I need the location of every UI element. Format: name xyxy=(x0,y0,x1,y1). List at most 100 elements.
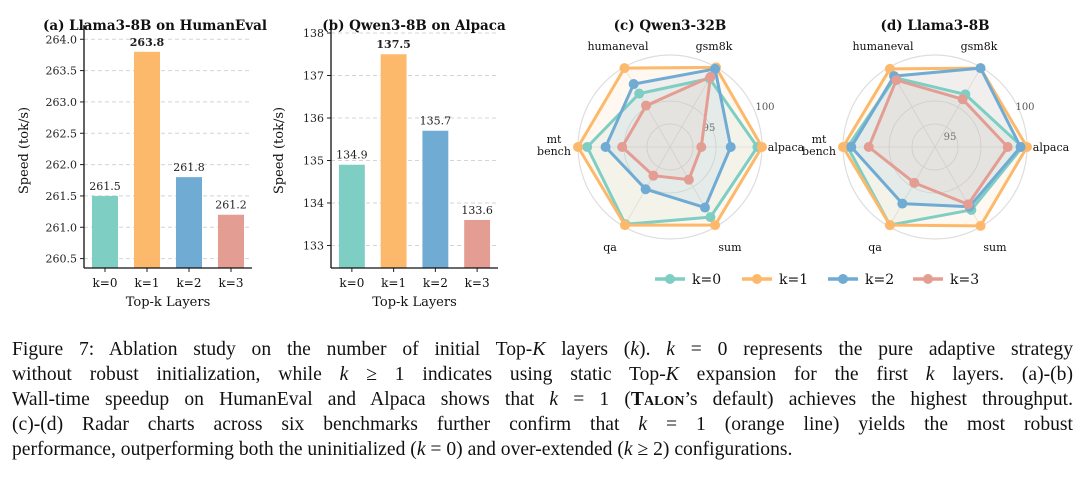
math-symbol: k xyxy=(623,439,633,460)
caption-line-2: without robust initialization, while k ≥… xyxy=(12,362,1073,387)
caption-text: ≥ 2) configurations. xyxy=(632,439,793,460)
data-point xyxy=(1015,142,1026,152)
caption-text: = 1 ( xyxy=(558,389,631,410)
axis-label: mt bench xyxy=(537,133,571,158)
math-symbol: k xyxy=(549,389,559,410)
y-tick-label: 260.5 xyxy=(46,253,78,266)
caption-text: Wall-time speedup on HumanEval and Alpac… xyxy=(12,389,550,410)
axis-label-line: humaneval xyxy=(852,40,914,53)
series-area xyxy=(851,68,1021,207)
axis-label-line: sum xyxy=(983,241,1007,254)
axis-label: alpaca xyxy=(1033,141,1070,154)
math-symbol: k xyxy=(638,414,648,435)
axis-label: humaneval xyxy=(852,40,914,53)
caption-text: = 0 represents the pure adaptive strateg… xyxy=(674,339,1074,360)
legend-marker xyxy=(923,274,933,284)
axis-label-line: bench xyxy=(537,145,571,158)
data-point xyxy=(725,142,736,152)
data-point xyxy=(617,142,628,152)
bar-chart-a: 260.5 261.0 261.5 262.0 262.5 263.0 263.5 264.0… xyxy=(17,18,267,310)
x-tick-label: k=3 xyxy=(219,276,244,290)
figure-caption: Figure 7: Ablation study on the number o… xyxy=(12,337,1073,462)
data-point xyxy=(705,212,716,223)
x-tick-label: k=0 xyxy=(93,276,118,290)
x-tick-label: k=1 xyxy=(135,276,160,290)
x-tick-label: k=2 xyxy=(177,276,202,290)
data-label: 134.9 xyxy=(336,149,368,162)
data-label: 137.5 xyxy=(376,38,410,51)
data-point xyxy=(897,198,908,209)
data-point xyxy=(648,170,659,181)
data-point xyxy=(757,142,767,152)
ring-label: 95 xyxy=(703,123,716,134)
math-symbol: k xyxy=(416,439,426,460)
y-axis-label: Speed (tok/s) xyxy=(272,107,287,194)
data-point xyxy=(846,142,857,152)
math-symbol: k xyxy=(630,339,640,360)
chart-title: (b) Qwen3-8B on Alpaca xyxy=(322,18,506,34)
data-point xyxy=(884,220,895,231)
ring-label: 95 xyxy=(944,132,957,143)
axis-label: alpaca xyxy=(768,141,805,154)
bar xyxy=(464,219,491,268)
data-point xyxy=(705,71,716,82)
system-name: Talon xyxy=(630,389,685,410)
caption-text: expansion for the first xyxy=(678,364,926,385)
caption-line-5: performance, outperforming both the unin… xyxy=(12,437,1073,462)
legend-label: k=3 xyxy=(950,272,979,288)
axis-label-line: qa xyxy=(603,241,617,254)
caption-line-1: Figure 7: Ablation study on the number o… xyxy=(12,337,1073,362)
caption-line-4: (c)-(d) Radar charts across six benchmar… xyxy=(12,412,1073,437)
data-point xyxy=(710,63,721,74)
axis-label-line: humaneval xyxy=(587,40,649,53)
caption-text: performance, outperforming both the unin… xyxy=(12,439,417,460)
axis-label-line: mt xyxy=(812,133,827,146)
math-symbol: k xyxy=(339,364,349,385)
axis-label-line: alpaca xyxy=(768,141,805,154)
axis-label-line: qa xyxy=(868,241,882,254)
data-point xyxy=(619,220,630,231)
axis-label-line: bench xyxy=(802,145,836,158)
caption-text: (c)-(d) Radar charts across six benchmar… xyxy=(12,414,639,435)
axis-label: mt bench xyxy=(802,133,836,158)
data-point xyxy=(640,184,651,195)
legend-marker xyxy=(838,274,848,284)
y-tick-label: 263.0 xyxy=(46,96,78,109)
y-tick-label: 135 xyxy=(303,154,324,167)
y-tick-label: 136 xyxy=(303,112,324,125)
legend: k=0 k=1 k=2 k=3 xyxy=(655,272,979,288)
data-point xyxy=(963,199,974,210)
data-label: 135.7 xyxy=(420,115,452,128)
math-symbol: k xyxy=(666,339,675,360)
y-axis-label: Speed (tok/s) xyxy=(17,107,32,194)
chart-title: (d) Llama3-8B xyxy=(880,18,989,34)
caption-text: Figure 7: Ablation study on the number o… xyxy=(12,339,533,360)
spoke xyxy=(934,67,982,148)
data-point xyxy=(683,174,694,185)
math-symbol: K xyxy=(532,339,546,360)
bar xyxy=(175,177,203,268)
data-point xyxy=(696,142,707,152)
bar xyxy=(422,130,449,268)
caption-text: = 0) and over-extended ( xyxy=(425,439,624,460)
caption-text: layers ( xyxy=(545,339,631,360)
data-label: 263.8 xyxy=(130,36,165,49)
y-tick-label: 261.0 xyxy=(46,221,78,234)
bar xyxy=(338,164,365,268)
axis-label-line: sum xyxy=(718,241,742,254)
axis-label: humaneval xyxy=(587,40,649,53)
data-point xyxy=(699,202,710,213)
series-area xyxy=(605,68,731,208)
data-point xyxy=(600,142,611,152)
y-tick-label: 133 xyxy=(303,239,324,252)
legend-label: k=1 xyxy=(779,272,808,288)
bar-chart-b: 133 134 135 136 137 138 134.9 k=0 137.5 k=1 135.7 k… xyxy=(272,18,506,310)
ring-label: 100 xyxy=(755,102,774,113)
caption-text: ’s default) achieves the highest through… xyxy=(684,389,1073,410)
legend-marker xyxy=(665,274,675,284)
data-point xyxy=(891,75,902,86)
data-label: 133.6 xyxy=(461,204,493,217)
axis-label-line: alpaca xyxy=(1033,141,1070,154)
axis-label: qa xyxy=(868,241,882,254)
y-tick-label: 134 xyxy=(303,197,324,210)
